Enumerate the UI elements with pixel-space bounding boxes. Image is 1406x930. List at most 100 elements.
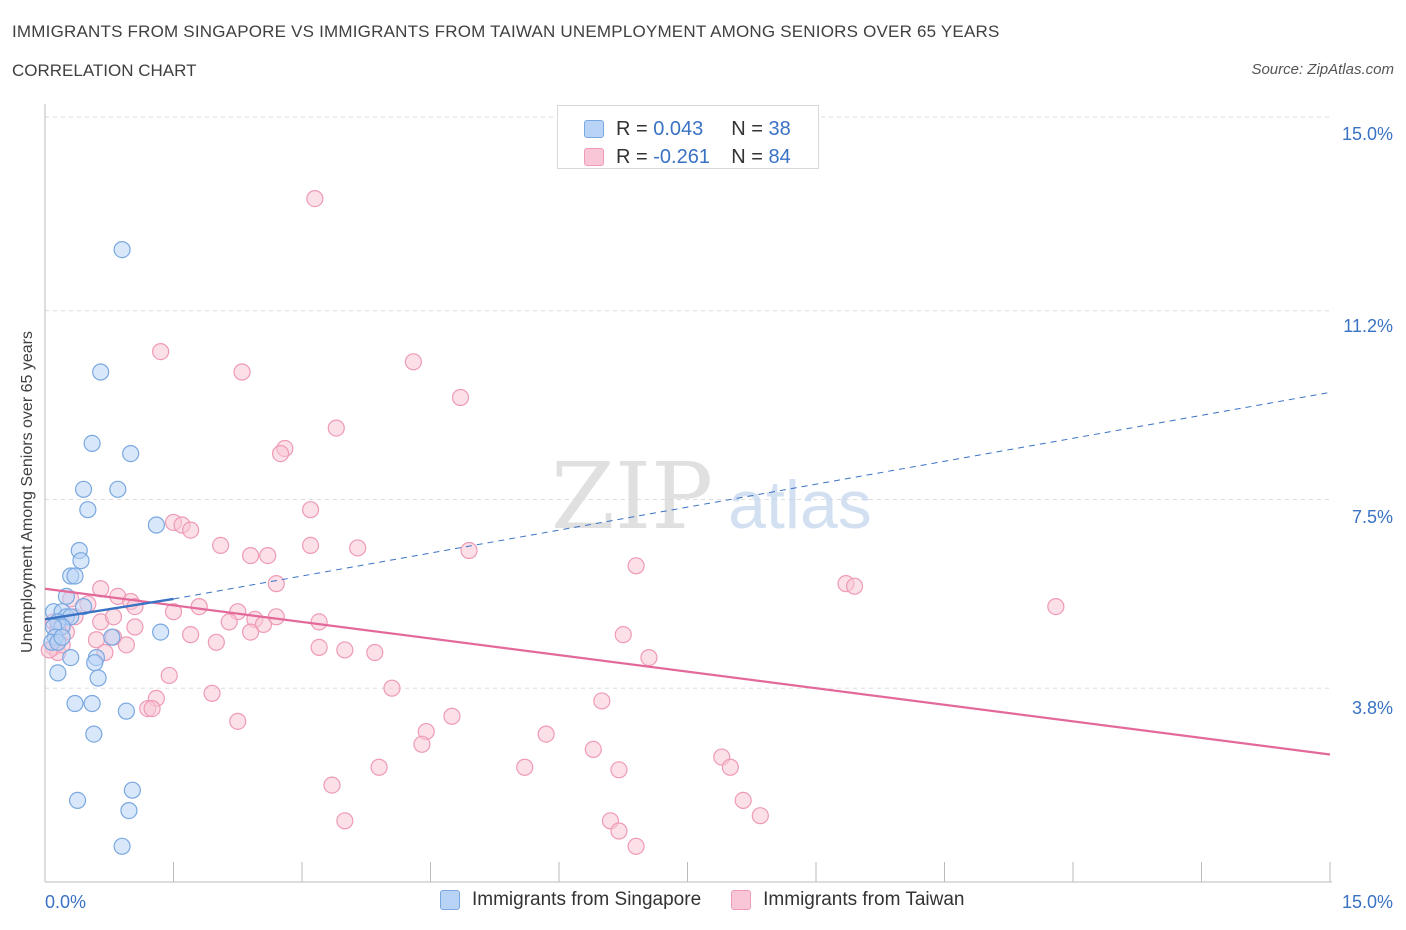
singapore-point [85,725,103,743]
singapore-point [79,501,97,519]
y-tick-label-11-2: 11.2% [1343,316,1393,336]
taiwan-point [233,363,251,381]
taiwan-point [516,758,534,776]
taiwan-point [117,636,135,654]
legend-item-taiwan[interactable]: Immigrants from Taiwan [731,889,964,911]
r-label: R = [616,145,648,168]
singapore-point [66,567,84,585]
watermark-atlas: atlas [728,467,872,543]
legend-label-taiwan: Immigrants from Taiwan [763,889,965,910]
taiwan-point [259,546,277,565]
taiwan-point [242,546,260,565]
singapore-point [83,694,101,713]
chart-subtitle: CORRELATION CHART [12,61,197,80]
taiwan-point [301,501,320,519]
taiwan-point [327,419,345,437]
singapore-trend-line [44,597,174,621]
trend-lines [44,391,1331,756]
singapore-point [53,628,71,646]
series-legend: Immigrants from Singapore Immigrants fro… [440,889,994,911]
taiwan-point [126,618,144,636]
taiwan-point [734,791,752,810]
singapore-point [72,552,90,570]
taiwan-point [267,575,285,593]
taiwan-point [383,679,401,697]
n-label: N = [731,145,763,168]
singapore-point [109,480,127,498]
y-tick-label-3-8: 3.8% [1352,698,1393,718]
tick-labels: 0.0% 15.0% 3.8% 7.5% 11.2% 15.0% [45,124,1393,912]
y-tick-label-7-5: 7.5% [1352,507,1393,527]
singapore-point [89,669,107,687]
taiwan-point [182,521,200,539]
taiwan-point [229,712,247,730]
taiwan-point [404,353,422,371]
x-tick-label-min: 0.0% [45,892,86,912]
taiwan-point [271,445,290,463]
taiwan-point [310,613,328,631]
taiwan-point [190,597,208,616]
singapore-point [117,702,135,720]
singapore-point [86,654,104,672]
taiwan-point [207,633,225,651]
singapore-trend-extension [173,391,1331,600]
taiwan-trend-line [44,587,1331,756]
taiwan-point [160,666,178,685]
taiwan-point [413,735,431,753]
r-value-singapore: 0.043 [653,117,704,140]
taiwan-point [610,761,628,779]
singapore-points [43,241,170,855]
taiwan-point [336,812,354,830]
singapore-point [83,434,101,452]
n-value-singapore: 38 [768,117,791,140]
taiwan-point [203,684,221,702]
taiwan-point [182,626,200,644]
taiwan-point [306,190,324,208]
taiwan-point [751,807,769,825]
grid-lines [45,116,1330,689]
taiwan-point [1047,597,1065,616]
taiwan-point [627,837,645,855]
source-credit: Source: ZipAtlas.com [1251,61,1394,78]
stats-row-singapore: R = 0.043 N = 38 [584,117,791,141]
singapore-point [113,837,131,855]
singapore-point [147,516,165,534]
taiwan-point [152,343,170,361]
singapore-point [62,648,80,667]
singapore-point [123,781,141,799]
taiwan-point [460,541,478,560]
singapore-point [74,597,93,616]
taiwan-point [143,699,161,718]
singapore-point [92,363,110,381]
taiwan-point [584,740,602,759]
singapore-point [66,694,84,713]
taiwan-point [593,692,611,710]
n-value-taiwan: 84 [768,145,791,168]
taiwan-point [640,648,658,667]
r-label: R = [616,117,648,140]
n-label: N = [731,117,763,140]
taiwan-point [845,577,864,595]
taiwan-point [627,557,645,575]
taiwan-swatch [584,148,604,166]
legend-item-singapore[interactable]: Immigrants from Singapore [440,889,701,911]
chart-title: IMMIGRANTS FROM SINGAPORE VS IMMIGRANTS … [12,22,1000,41]
taiwan-point [443,707,461,725]
taiwan-point [104,608,123,626]
taiwan-point [310,638,328,657]
taiwan-legend-swatch [731,890,752,910]
taiwan-point [220,613,238,631]
singapore-point [49,664,67,682]
taiwan-point [242,623,260,641]
taiwan-point [370,758,388,776]
singapore-swatch [584,120,604,138]
singapore-point [122,445,140,463]
taiwan-point [164,603,183,621]
singapore-point [103,628,121,646]
legend-label-singapore: Immigrants from Singapore [472,889,702,910]
taiwan-point [537,725,555,743]
singapore-point [152,623,170,641]
taiwan-point [336,641,354,659]
taiwan-point [323,776,341,794]
